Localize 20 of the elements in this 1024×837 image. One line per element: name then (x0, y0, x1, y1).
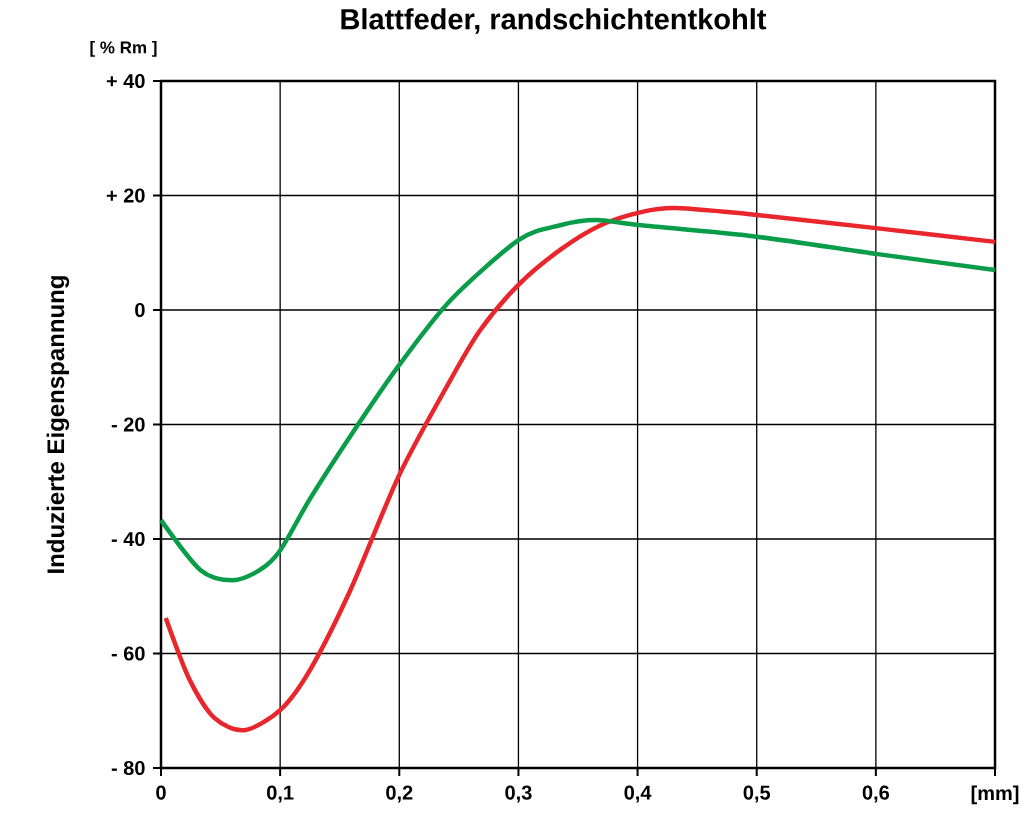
x-tick-label: 0,1 (267, 785, 294, 803)
x-tick-label: 0,3 (505, 785, 532, 803)
y-tick-label: + 20 (106, 188, 145, 203)
y-tick-label: 0 (135, 302, 145, 318)
y-tick-label: - 40 (111, 531, 145, 547)
y-tick-label: - 80 (111, 760, 145, 776)
x-tick-label: 0,2 (386, 785, 413, 803)
chart-title: Blattfeder, randschichtentkohlt (341, 8, 767, 34)
x-tick-label: 0,6 (862, 785, 890, 803)
x-tick-label: 0 (156, 785, 166, 800)
y-axis-title: Induzierte Eigenspannung (46, 276, 70, 573)
line-series (158, 217, 998, 583)
x-tick-label: 0,5 (743, 785, 771, 803)
y-tick-label: - 60 (111, 646, 145, 661)
x-tick-label: 0,4 (624, 785, 652, 803)
y-tick-label: + 40 (106, 73, 145, 89)
text: [ % Rm ] (90, 41, 157, 57)
line-series (163, 205, 998, 733)
x-axis-title: [mm] (971, 785, 1019, 805)
y-tick-label: - 20 (111, 417, 145, 432)
